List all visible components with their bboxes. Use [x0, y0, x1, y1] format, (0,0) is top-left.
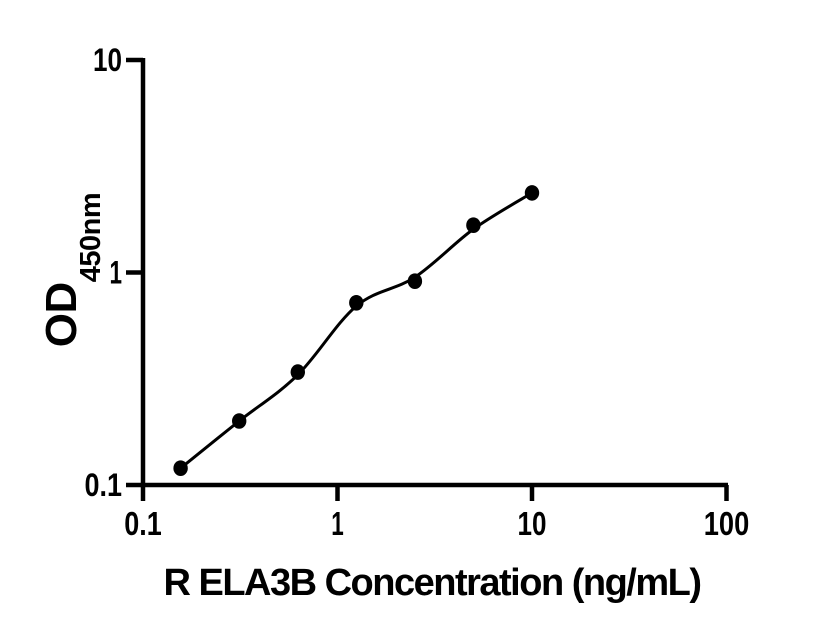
- data-point-4: [349, 295, 364, 311]
- x-tick-label-100: 100: [704, 505, 750, 542]
- x-tick-label-1: 1: [331, 505, 344, 542]
- data-point-1: [173, 460, 188, 477]
- data-point-2: [232, 413, 247, 429]
- x-axis-title: R ELA3B Concentration (ng/mL): [163, 562, 702, 604]
- y-axis-title: OD450nm: [32, 191, 107, 349]
- fit-curve: [179, 191, 534, 470]
- data-point-5: [407, 273, 423, 290]
- y-axis-title-main: OD: [37, 282, 86, 348]
- x-tick-label-10: 10: [518, 505, 547, 542]
- data-point-7: [524, 185, 540, 201]
- y-tick-label-1: 1: [110, 255, 123, 291]
- data-point-3: [290, 364, 305, 380]
- y-tick-label-0-1: 0.1: [85, 467, 123, 503]
- y-axis-title-subscript: 450nm: [75, 192, 107, 283]
- data-point-6: [466, 217, 481, 233]
- y-tick-label-10: 10: [93, 42, 122, 78]
- x-tick-label-0-1: 0.1: [124, 505, 162, 542]
